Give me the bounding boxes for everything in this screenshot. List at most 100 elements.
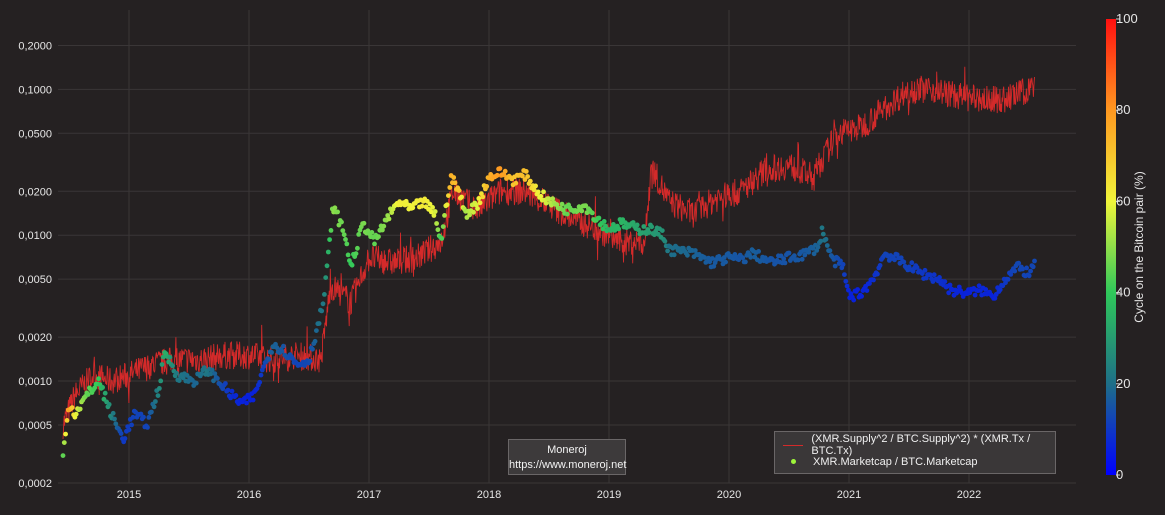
- watermark-name: Moneroj: [547, 444, 587, 456]
- scatter-point: [325, 249, 331, 255]
- colorbar-tick-label: 100: [1116, 11, 1138, 26]
- x-tick-label: 2016: [237, 489, 261, 501]
- legend-item-scatter[interactable]: XMR.Marketcap / BTC.Marketcap: [783, 454, 977, 470]
- scatter-point: [61, 440, 67, 445]
- scatter-point: [258, 372, 264, 378]
- scatter-point: [459, 194, 464, 200]
- scatter-point: [1024, 265, 1029, 271]
- scatter-point: [386, 216, 392, 222]
- scatter-point: [356, 232, 362, 237]
- scatter-point: [840, 262, 846, 267]
- scatter-point: [110, 410, 116, 416]
- legend-line-label: (XMR.Supply^2 / BTC.Supply^2) * (XMR.Tx …: [811, 433, 1031, 457]
- watermark-url[interactable]: https://www.moneroj.net: [509, 459, 627, 471]
- scatter-point: [827, 248, 833, 254]
- scatter-point: [692, 248, 698, 253]
- scatter-point: [149, 409, 154, 415]
- y-tick-label: 0,0020: [18, 332, 52, 344]
- scatter-point: [145, 425, 150, 430]
- scatter-point: [312, 338, 318, 344]
- legend-item-line[interactable]: (XMR.Supply^2 / BTC.Supply^2) * (XMR.Tx …: [783, 433, 1055, 457]
- scatter-point: [877, 263, 883, 268]
- scatter-point: [310, 346, 315, 352]
- y-tick-label: 0,0500: [18, 128, 52, 140]
- scatter-point: [616, 226, 622, 232]
- scatter-point: [376, 234, 381, 240]
- scatter-point: [96, 376, 101, 382]
- scatter-point: [579, 208, 585, 214]
- legend-dot-label: XMR.Marketcap / BTC.Marketcap: [813, 456, 978, 468]
- scatter-point: [559, 201, 565, 207]
- scatter-point: [531, 187, 537, 193]
- scatter-point: [381, 223, 387, 229]
- x-axis: 2015 2016 2017 2018 2019 2020 2021 2022: [117, 489, 981, 501]
- scatter-point: [811, 251, 817, 257]
- scatter-point: [118, 431, 124, 436]
- scatter-point: [871, 277, 876, 283]
- x-tick-label: 2017: [357, 489, 381, 501]
- scatter-point: [630, 220, 636, 225]
- scatter-point: [533, 183, 538, 189]
- scatter-point: [646, 230, 652, 235]
- scatter-point: [369, 230, 375, 235]
- scatter-point: [380, 227, 385, 233]
- scatter-point: [233, 393, 239, 398]
- x-tick-label: 2015: [117, 489, 141, 501]
- colorbar-gradient: [1106, 19, 1116, 475]
- scatter-point: [176, 378, 182, 383]
- scatter-point: [199, 371, 205, 377]
- scatter-point: [802, 252, 808, 258]
- scatter-point: [456, 188, 462, 193]
- scatter-point: [806, 249, 812, 255]
- scatter-point: [170, 363, 176, 369]
- scatter-point: [1012, 268, 1018, 274]
- scatter-point: [851, 297, 857, 303]
- scatter-point: [1032, 258, 1037, 264]
- scatter-point: [855, 287, 860, 292]
- scatter-point: [864, 288, 870, 293]
- scatter-point: [494, 172, 500, 178]
- scatter-point: [428, 209, 434, 215]
- y-tick-label: 0,0100: [18, 230, 52, 242]
- scatter-point: [340, 228, 346, 234]
- legend: (XMR.Supply^2 / BTC.Supply^2) * (XMR.Tx …: [774, 431, 1056, 474]
- scatter-point: [997, 287, 1003, 293]
- scatter-point: [158, 378, 164, 384]
- scatter-point: [281, 343, 286, 349]
- colorbar-tick-label: 80: [1116, 102, 1130, 117]
- scatter-point: [678, 249, 684, 255]
- scatter-point: [931, 272, 937, 278]
- scatter-point: [501, 172, 507, 178]
- scatter-point: [174, 370, 179, 376]
- scatter-point: [322, 292, 327, 297]
- y-tick-label: 0,0200: [18, 186, 52, 198]
- scatter-point: [535, 189, 541, 195]
- scatter-point: [314, 328, 319, 333]
- scatter-point: [254, 386, 260, 391]
- scatter-point: [327, 237, 332, 243]
- scatter-point: [266, 356, 272, 362]
- scatter-point: [63, 431, 68, 437]
- scatter-point: [250, 397, 256, 403]
- scatter-point: [538, 193, 544, 199]
- scatter-point: [484, 184, 490, 189]
- scatter-point: [274, 345, 280, 350]
- scatter-point: [922, 267, 928, 273]
- scatter-point: [596, 215, 602, 221]
- scatter-point: [659, 228, 665, 234]
- scatter-point: [60, 453, 66, 458]
- scatter-point: [353, 251, 359, 256]
- scatter-point: [956, 284, 962, 290]
- scatter-point: [497, 166, 503, 171]
- scatter-point: [1016, 260, 1022, 266]
- scatter-point: [430, 205, 435, 210]
- scatter-point: [846, 287, 851, 293]
- scatter-point: [307, 358, 313, 364]
- scatter-point: [710, 256, 715, 261]
- scatter-point: [113, 421, 119, 427]
- scatter-point: [513, 180, 519, 186]
- scatter-point: [671, 252, 677, 258]
- colorbar-tick-label: 40: [1116, 285, 1130, 300]
- scatter-point: [471, 209, 476, 215]
- scatter-point: [343, 237, 348, 242]
